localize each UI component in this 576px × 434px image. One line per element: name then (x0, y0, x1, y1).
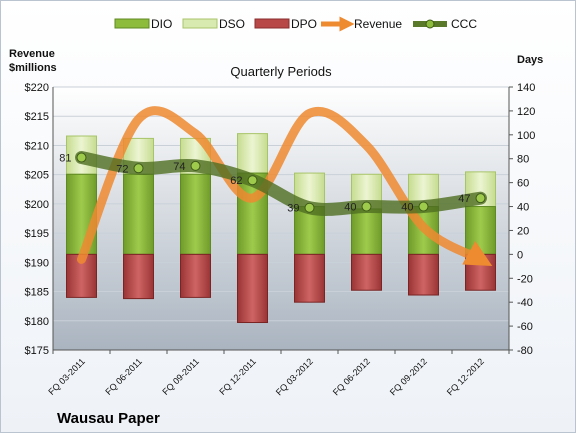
legend-label-dso: DSO (219, 17, 245, 31)
ccc-data-label: 40 (344, 202, 356, 214)
brand-title: Wausau Paper (57, 410, 160, 427)
ccc-point (304, 202, 315, 213)
bar-dpo (123, 253, 154, 300)
right-tick-label: -60 (517, 321, 533, 333)
ccc-point (76, 152, 87, 163)
bar-dio (123, 173, 154, 255)
right-tick-label: 40 (517, 202, 529, 214)
plot-area (53, 87, 509, 350)
ccc-data-label: 47 (458, 193, 470, 205)
ccc-line (75, 151, 487, 216)
ccc-data-label: 81 (59, 153, 71, 165)
bar-dio (351, 208, 382, 255)
legend-marker-ccc (425, 19, 435, 29)
x-tick-label: FQ 03-2012 (274, 356, 315, 397)
left-tick-label: $220 (25, 82, 49, 94)
ccc-point (247, 175, 258, 186)
ccc-data-label: 62 (230, 175, 242, 187)
left-tick-label: $200 (25, 199, 49, 211)
ccc-point (475, 193, 486, 204)
x-tick-label: FQ 06-2011 (103, 356, 144, 397)
legend-label-ccc: CCC (451, 17, 477, 31)
left-tick-label: $175 (25, 345, 49, 357)
legend-swatch-dpo (254, 18, 290, 29)
x-tick-label: FQ 06-2012 (331, 356, 372, 397)
ccc-point (418, 201, 429, 212)
x-tick-label: FQ 03-2011 (46, 356, 87, 397)
right-tick-label: -80 (517, 345, 533, 357)
right-tick-label: 0 (517, 249, 523, 261)
bar-dso (237, 133, 268, 174)
x-tick-label: FQ 12-2011 (217, 356, 258, 397)
ccc-data-label: 39 (287, 203, 299, 215)
legend-label-dio: DIO (151, 17, 172, 31)
left-tick-label: $185 (25, 287, 49, 299)
right-tick-label: 140 (517, 82, 535, 94)
bar-dpo (351, 253, 382, 291)
ccc-data-label: 72 (116, 163, 128, 175)
x-tick-label: FQ 09-2012 (388, 356, 429, 397)
ccc-data-label: 40 (401, 202, 413, 214)
bar-dpo (294, 253, 325, 303)
x-axis-labels: FQ 03-2011 FQ 06-2011 FQ 09-2011 FQ 12-2011… (46, 356, 486, 397)
bar-dpo (237, 253, 268, 324)
right-tick-label: 20 (517, 225, 529, 237)
ccc-point (190, 160, 201, 171)
left-tick-label: $215 (25, 111, 49, 123)
right-tick-label: 120 (517, 106, 535, 118)
right-tick-label: 100 (517, 130, 535, 142)
x-tick-label: FQ 09-2011 (160, 356, 201, 397)
ccc-point (361, 201, 372, 212)
bar-dpo (408, 253, 439, 296)
left-tick-label: $190 (25, 257, 49, 269)
legend-label-dpo: DPO (291, 17, 317, 31)
legend-label-revenue: Revenue (354, 17, 402, 31)
left-tick-label: $210 (25, 140, 49, 152)
right-tick-label: 60 (517, 178, 529, 190)
legend-swatch-dso (182, 18, 218, 29)
chart-title: Quarterly Periods (230, 64, 332, 79)
legend-swatch-dio (114, 18, 150, 29)
right-tick-label: 80 (517, 154, 529, 166)
bar-dio (180, 173, 211, 255)
right-tick-label: -40 (517, 297, 533, 309)
right-axis-title: Days (517, 54, 543, 66)
bar-dio (465, 206, 496, 255)
ccc-data-label: 74 (173, 161, 185, 173)
x-tick-label: FQ 12-2012 (445, 356, 486, 397)
left-tick-label: $180 (25, 316, 49, 328)
left-tick-label: $195 (25, 228, 49, 240)
ccc-series: 81 72 74 62 39 40 40 47 (59, 151, 487, 216)
legend: DIO DSO DPO Revenue CCC (114, 16, 477, 32)
left-axis-title-line2: $millions (9, 62, 57, 74)
right-tick-label: -20 (517, 273, 533, 285)
ccc-point (133, 163, 144, 174)
left-tick-label: $205 (25, 170, 49, 182)
left-axis-title-line1: Revenue (9, 48, 55, 60)
bar-dpo (180, 253, 211, 298)
bars (66, 133, 496, 324)
